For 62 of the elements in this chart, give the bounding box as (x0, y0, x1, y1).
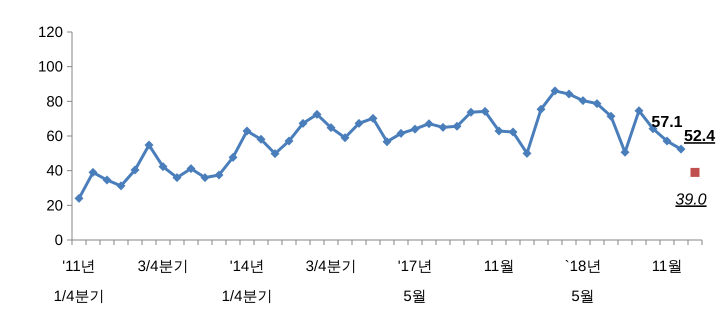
point (130, 165, 140, 174)
x-tick-label: 11월 (652, 258, 682, 275)
point (158, 162, 168, 172)
point (592, 99, 602, 108)
point (620, 148, 630, 157)
x-tick-label: '11년 1/4분기 (54, 258, 104, 305)
point (382, 137, 392, 146)
point (662, 136, 672, 146)
point (186, 164, 196, 174)
y-tick-label: 100 (38, 58, 63, 76)
x-tick-label: 3/4분기 (306, 258, 356, 275)
data-label: 57.1 (651, 114, 683, 132)
point (200, 173, 210, 182)
y-tick-label: 40 (46, 162, 63, 180)
point (144, 140, 154, 150)
point (564, 90, 574, 99)
point (116, 181, 126, 190)
point (522, 148, 532, 158)
point (634, 106, 644, 116)
point (410, 124, 420, 134)
point (284, 136, 294, 146)
data-label: 39.0 (675, 191, 707, 208)
point (536, 104, 546, 114)
point (550, 86, 560, 96)
point (242, 126, 252, 136)
point (88, 168, 98, 177)
y-tick-label: 80 (46, 93, 63, 110)
point (256, 134, 266, 144)
point (606, 112, 616, 121)
point (494, 126, 504, 136)
point (424, 119, 434, 128)
point (354, 118, 364, 128)
point (298, 118, 308, 128)
x-tick-label: 3/4분기 (138, 258, 188, 275)
point (270, 149, 280, 158)
point (466, 108, 476, 117)
point (326, 123, 336, 132)
point (690, 168, 700, 177)
point (340, 133, 350, 142)
y-tick-label: 60 (46, 128, 63, 145)
point (396, 128, 406, 138)
point (452, 122, 462, 131)
x-tick-label: `18년 5월 (564, 258, 602, 305)
x-tick-label: 11월 (484, 258, 514, 275)
point (74, 194, 84, 203)
point (368, 114, 378, 123)
y-tick-label: 20 (46, 197, 63, 214)
y-tick-label: 120 (38, 24, 63, 41)
y-tick-label: 0 (54, 232, 63, 249)
x-tick-label: '14년 1/4분기 (222, 258, 272, 305)
point (676, 144, 686, 154)
point (172, 173, 182, 182)
point (102, 176, 112, 185)
x-tick-label: '17년 5월 (398, 258, 432, 305)
point (480, 106, 490, 116)
point (312, 110, 322, 119)
point (578, 96, 588, 106)
point (228, 152, 238, 162)
point (214, 170, 224, 180)
point (508, 128, 518, 137)
point (438, 122, 448, 132)
data-label: 52.4 (684, 128, 716, 146)
